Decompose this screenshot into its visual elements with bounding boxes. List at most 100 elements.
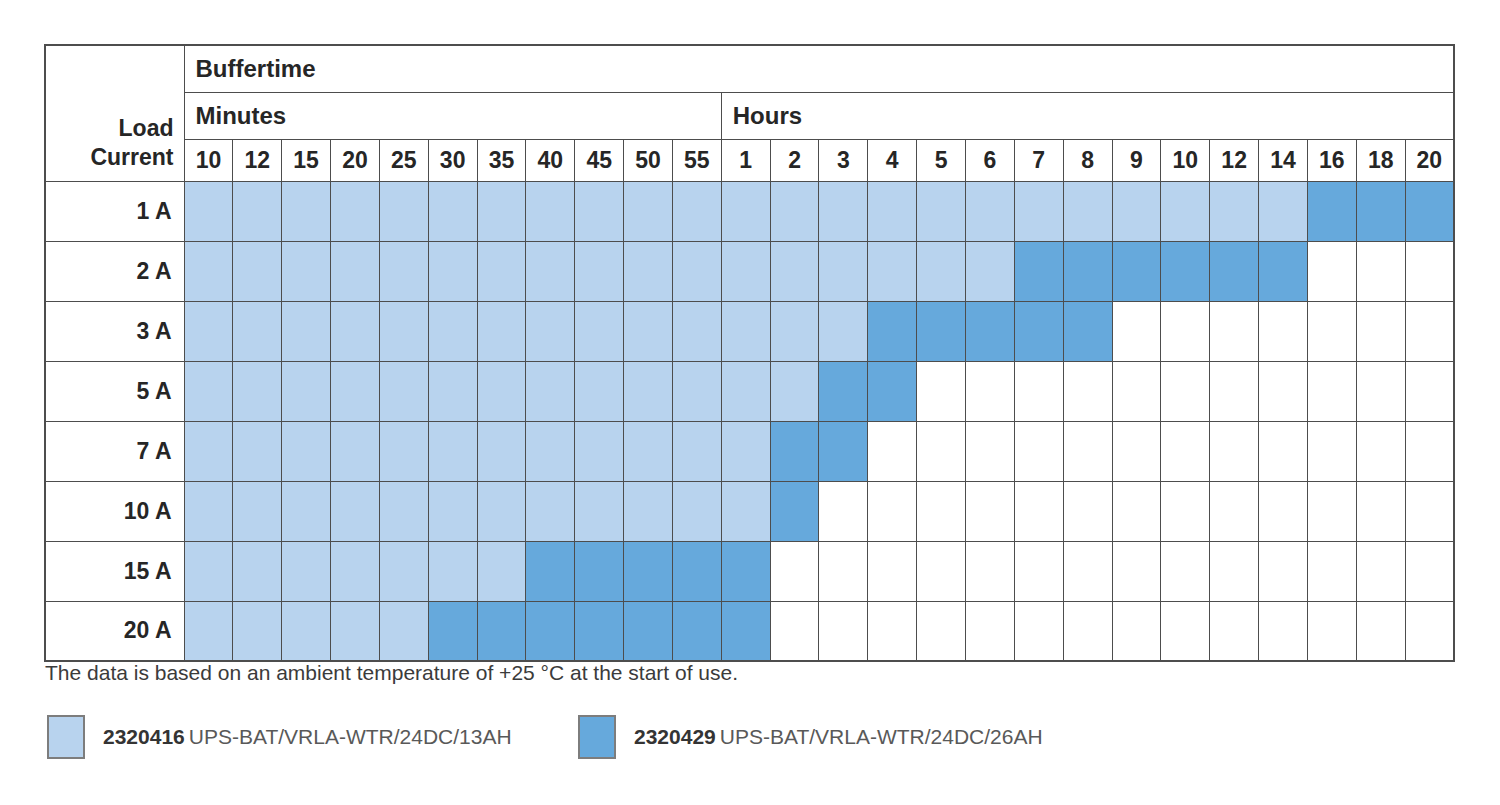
cell-7A-10min	[184, 421, 233, 481]
cell-2A-3h	[819, 241, 868, 301]
cell-1A-12h	[1210, 181, 1259, 241]
cell-3A-20h	[1405, 301, 1454, 361]
table-row-2A: 2 A	[45, 241, 1454, 301]
cell-3A-10min	[184, 301, 233, 361]
cell-5A-4h	[868, 361, 917, 421]
cell-1A-1h	[721, 181, 770, 241]
col-header-12h: 12	[1210, 139, 1259, 181]
cell-10A-9h	[1112, 481, 1161, 541]
cell-2A-20h	[1405, 241, 1454, 301]
cell-5A-45min	[575, 361, 624, 421]
cell-3A-7h	[1014, 301, 1063, 361]
cell-5A-20h	[1405, 361, 1454, 421]
cell-20A-25min	[379, 601, 428, 661]
cell-3A-4h	[868, 301, 917, 361]
cell-7A-35min	[477, 421, 526, 481]
table-row-1A: 1 A	[45, 181, 1454, 241]
row-label: 10 A	[45, 481, 184, 541]
cell-20A-6h	[966, 601, 1015, 661]
cell-1A-3h	[819, 181, 868, 241]
table-row-5A: 5 A	[45, 361, 1454, 421]
cell-2A-16h	[1307, 241, 1356, 301]
cell-1A-25min	[379, 181, 428, 241]
legend-code-13ah: 2320416	[103, 725, 185, 748]
cell-7A-12h	[1210, 421, 1259, 481]
cell-20A-9h	[1112, 601, 1161, 661]
legend-swatch-dark	[578, 715, 616, 759]
legend-swatch-light	[47, 715, 85, 759]
cell-1A-20h	[1405, 181, 1454, 241]
cell-1A-9h	[1112, 181, 1161, 241]
cell-5A-18h	[1356, 361, 1405, 421]
cell-3A-8h	[1063, 301, 1112, 361]
cell-5A-3h	[819, 361, 868, 421]
legend-item-26ah: 2320429UPS-BAT/VRLA-WTR/24DC/26AH	[578, 714, 1043, 760]
cell-5A-12h	[1210, 361, 1259, 421]
cell-1A-35min	[477, 181, 526, 241]
cell-20A-1h	[721, 601, 770, 661]
cell-15A-20min	[331, 541, 380, 601]
col-header-14h: 14	[1259, 139, 1308, 181]
cell-10A-1h	[721, 481, 770, 541]
cell-1A-4h	[868, 181, 917, 241]
cell-15A-1h	[721, 541, 770, 601]
table-body: 1 A2 A3 A5 A7 A10 A15 A20 A	[45, 181, 1454, 661]
legend-text-26ah: 2320429UPS-BAT/VRLA-WTR/24DC/26AH	[634, 725, 1043, 749]
cell-10A-35min	[477, 481, 526, 541]
cell-10A-7h	[1014, 481, 1063, 541]
cell-20A-10h	[1161, 601, 1210, 661]
cell-3A-18h	[1356, 301, 1405, 361]
col-header-25min: 25	[379, 139, 428, 181]
col-header-4h: 4	[868, 139, 917, 181]
cell-20A-16h	[1307, 601, 1356, 661]
col-header-50min: 50	[624, 139, 673, 181]
cell-20A-2h	[770, 601, 819, 661]
buffertime-title: Buffertime	[184, 45, 1454, 92]
cell-1A-6h	[966, 181, 1015, 241]
col-header-3h: 3	[819, 139, 868, 181]
cell-2A-15min	[282, 241, 331, 301]
cell-2A-1h	[721, 241, 770, 301]
cell-7A-30min	[428, 421, 477, 481]
cell-3A-20min	[331, 301, 380, 361]
cell-20A-12min	[233, 601, 282, 661]
cell-3A-35min	[477, 301, 526, 361]
col-header-2h: 2	[770, 139, 819, 181]
cell-10A-40min	[526, 481, 575, 541]
cell-15A-18h	[1356, 541, 1405, 601]
cell-10A-2h	[770, 481, 819, 541]
cell-7A-5h	[917, 421, 966, 481]
cell-15A-30min	[428, 541, 477, 601]
cell-15A-25min	[379, 541, 428, 601]
cell-7A-45min	[575, 421, 624, 481]
cell-20A-7h	[1014, 601, 1063, 661]
cell-15A-40min	[526, 541, 575, 601]
cell-7A-50min	[624, 421, 673, 481]
cell-15A-10h	[1161, 541, 1210, 601]
cell-3A-3h	[819, 301, 868, 361]
cell-2A-45min	[575, 241, 624, 301]
cell-5A-5h	[917, 361, 966, 421]
cell-20A-15min	[282, 601, 331, 661]
cell-15A-15min	[282, 541, 331, 601]
cell-15A-6h	[966, 541, 1015, 601]
col-header-9h: 9	[1112, 139, 1161, 181]
cell-20A-40min	[526, 601, 575, 661]
col-header-16h: 16	[1307, 139, 1356, 181]
cell-5A-6h	[966, 361, 1015, 421]
load-current-line1: Load	[46, 114, 174, 143]
cell-5A-1h	[721, 361, 770, 421]
cell-20A-4h	[868, 601, 917, 661]
cell-3A-15min	[282, 301, 331, 361]
cell-1A-10h	[1161, 181, 1210, 241]
legend-item-13ah: 2320416UPS-BAT/VRLA-WTR/24DC/13AH	[47, 714, 512, 760]
cell-1A-20min	[331, 181, 380, 241]
cell-15A-55min	[672, 541, 721, 601]
cell-15A-16h	[1307, 541, 1356, 601]
row-label: 3 A	[45, 301, 184, 361]
cell-15A-5h	[917, 541, 966, 601]
cell-5A-50min	[624, 361, 673, 421]
cell-20A-20min	[331, 601, 380, 661]
cell-20A-5h	[917, 601, 966, 661]
cell-2A-6h	[966, 241, 1015, 301]
